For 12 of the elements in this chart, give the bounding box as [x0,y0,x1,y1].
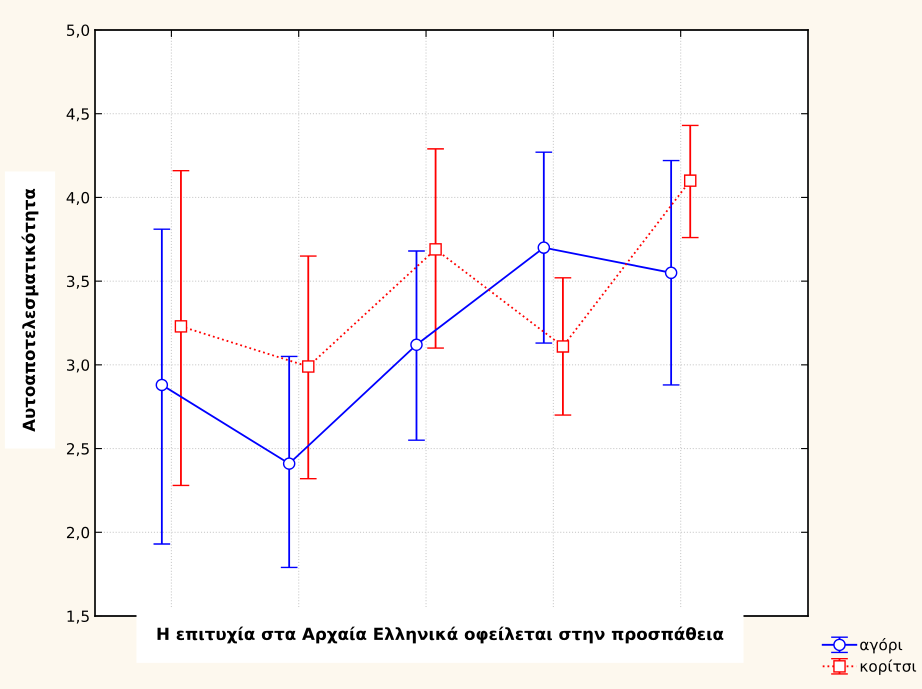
y-axis-title: Αυτοαποτελεσματικότητα [22,188,38,432]
y-tick-label: 4,0 [66,192,90,206]
y-tick-label: 2,0 [66,526,90,540]
legend-label: αγόρι [860,638,902,654]
x-axis-title: Η επιτυχία στα Αρχαία Ελληνικά οφείλεται στην προσπάθεια [158,626,724,644]
legend-label: κορίτσι [860,659,916,675]
y-tick-label: 4,5 [66,108,89,122]
y-tick-label: 3,5 [67,276,89,289]
y-tick-label: 1,5 [68,610,89,624]
y-tick-label: 3,0 [67,359,90,372]
y-tick-label: 2,5 [66,443,89,456]
y-tick-label: 5,0 [67,24,90,38]
